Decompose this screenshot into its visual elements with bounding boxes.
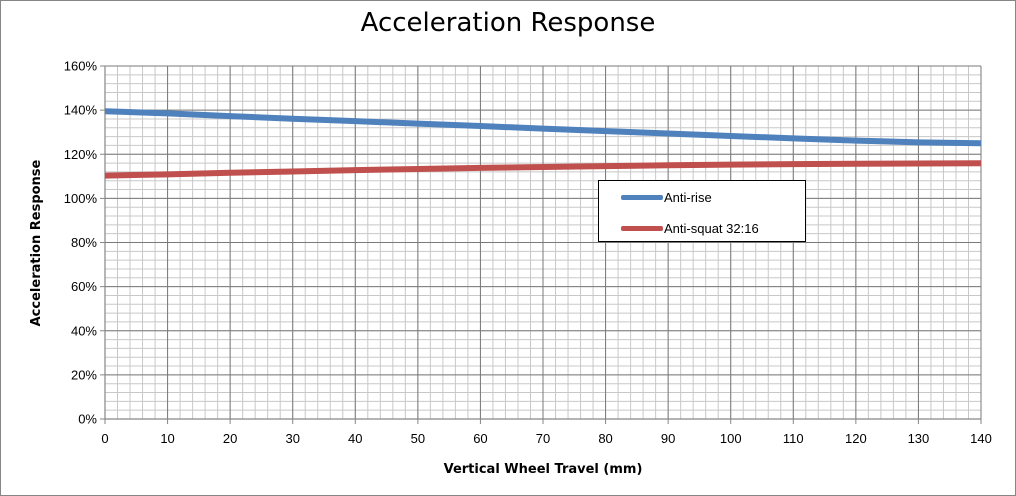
x-tick-label: 100 xyxy=(720,431,742,446)
y-axis-title: Acceleration Response xyxy=(29,159,44,326)
x-tick-label: 140 xyxy=(970,431,992,446)
y-tick-label: 20% xyxy=(71,367,97,382)
y-tick-label: 80% xyxy=(71,235,97,250)
x-tick-label: 80 xyxy=(598,431,612,446)
x-tick-label: 30 xyxy=(285,431,299,446)
x-tick-label: 90 xyxy=(661,431,675,446)
y-tick-label: 120% xyxy=(64,147,98,162)
legend-label-anti-rise: Anti-rise xyxy=(664,189,712,205)
y-tick-label: 60% xyxy=(71,279,97,294)
legend: Anti-rise Anti-squat 32:16 xyxy=(598,180,806,242)
x-tick-label: 120 xyxy=(845,431,867,446)
y-tick-label: 0% xyxy=(78,412,97,427)
legend-swatch-anti-rise xyxy=(621,194,663,200)
x-tick-label: 0 xyxy=(101,431,108,446)
legend-label-anti-squat: Anti-squat 32:16 xyxy=(664,220,759,236)
y-tick-label: 140% xyxy=(64,103,98,118)
x-tick-label: 50 xyxy=(411,431,425,446)
x-tick-label: 70 xyxy=(536,431,550,446)
x-tick-label: 60 xyxy=(473,431,487,446)
tick-labels: 0 10 20 30 40 50 60 70 80 90 100 110 120 130 140 0% 20% 4… xyxy=(64,59,992,447)
legend-swatch-anti-squat xyxy=(621,225,663,231)
x-tick-label: 10 xyxy=(160,431,174,446)
x-tick-label: 110 xyxy=(783,431,804,446)
x-tick-label: 40 xyxy=(348,431,362,446)
x-axis-title: Vertical Wheel Travel (mm) xyxy=(444,462,643,477)
y-tick-label: 160% xyxy=(64,59,98,74)
y-tick-label: 100% xyxy=(64,191,98,206)
y-tick-label: 40% xyxy=(71,323,97,338)
chart-title: Acceleration Response xyxy=(360,8,656,38)
legend-item-anti-squat: Anti-squat 32:16 xyxy=(621,219,759,237)
x-tick-label: 130 xyxy=(908,431,930,446)
x-tick-label: 20 xyxy=(223,431,237,446)
legend-item-anti-rise: Anti-rise xyxy=(621,188,712,206)
series-layer xyxy=(104,108,982,179)
